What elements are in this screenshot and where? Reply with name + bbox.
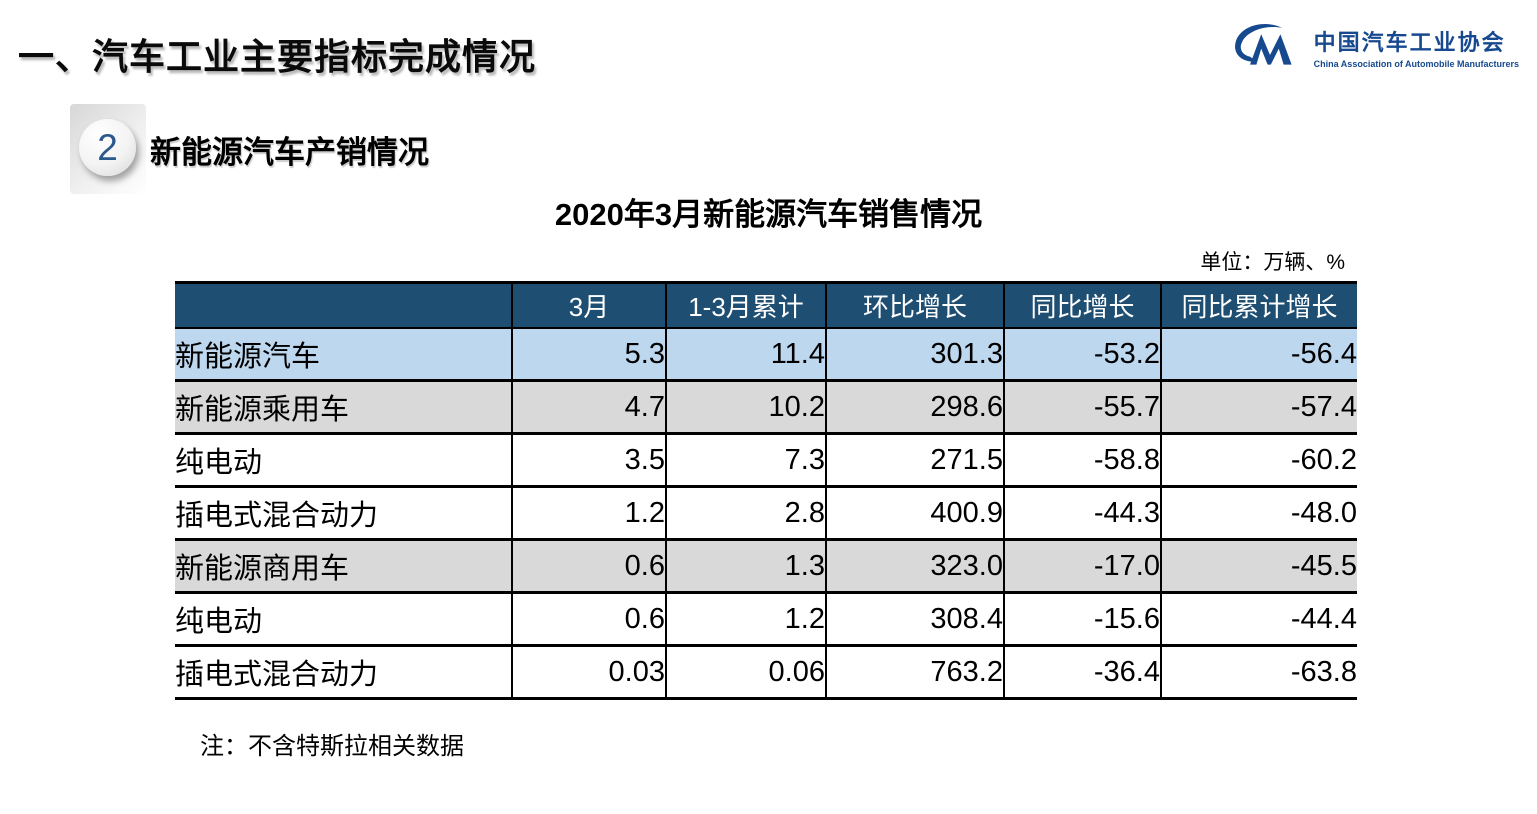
cell-value: 400.9 (825, 486, 1004, 540)
cell-value: -55.7 (1003, 380, 1161, 434)
sales-table-header: 3月 1-3月累计 环比增长 同比增长 同比累计增长 (175, 282, 1357, 328)
column-header-cumulative: 1-3月累计 (665, 282, 826, 328)
cell-value: 323.0 (825, 539, 1004, 593)
table-title: 2020年3月新能源汽车销售情况 (554, 197, 983, 232)
row-label: 新能源汽车 (175, 328, 512, 381)
column-header-yoy-growth: 同比增长 (1003, 282, 1161, 328)
section-title: 新能源汽车产销情况 (150, 135, 429, 170)
cell-value: -53.2 (1003, 328, 1161, 381)
row-label: 插电式混合动力 (175, 486, 512, 540)
cell-value: 1.2 (665, 592, 826, 646)
cell-value: -63.8 (1160, 645, 1357, 699)
cell-value: 298.6 (825, 380, 1004, 434)
cell-value: 0.03 (511, 645, 666, 699)
cell-value: 7.3 (665, 433, 826, 487)
cell-value: -44.3 (1003, 486, 1161, 540)
caam-logo-text: 中国汽车工业协会 China Association of Automobile… (1314, 25, 1519, 69)
cell-value: -44.4 (1160, 592, 1357, 646)
table-row: 新能源商用车 0.6 1.3 323.0 -17.0 -45.5 (175, 539, 1357, 593)
cell-value: 271.5 (825, 433, 1004, 487)
sales-table-body: 新能源汽车 5.3 11.4 301.3 -53.2 -56.4 新能源乘用车 4.7 10.2… (175, 328, 1357, 699)
cell-value: -45.5 (1160, 539, 1357, 593)
caam-logo: 中国汽车工业协会 China Association of Automobile… (1226, 20, 1519, 74)
header-row: 3月 1-3月累计 环比增长 同比增长 同比累计增长 (175, 282, 1357, 328)
row-label: 新能源商用车 (175, 539, 512, 593)
cell-value: 0.6 (511, 539, 666, 593)
cell-value: 0.6 (511, 592, 666, 646)
cell-value: -17.0 (1003, 539, 1161, 593)
column-header-yoy-cumulative-growth: 同比累计增长 (1160, 282, 1357, 328)
cell-value: -36.4 (1003, 645, 1161, 699)
cell-value: 5.3 (511, 328, 666, 381)
cell-value: 4.7 (511, 380, 666, 434)
table-row: 纯电动 0.6 1.2 308.4 -15.6 -44.4 (175, 592, 1357, 646)
unit-label: 单位：万辆、% (1200, 251, 1345, 274)
cell-value: 0.06 (665, 645, 826, 699)
row-label: 纯电动 (175, 433, 512, 487)
cell-value: -56.4 (1160, 328, 1357, 381)
cell-value: 1.3 (665, 539, 826, 593)
cell-value: -48.0 (1160, 486, 1357, 540)
cell-value: -58.8 (1003, 433, 1161, 487)
row-label: 新能源乘用车 (175, 380, 512, 434)
section-number: 2 (97, 126, 118, 168)
table-row: 纯电动 3.5 7.3 271.5 -58.8 -60.2 (175, 433, 1357, 487)
row-label: 插电式混合动力 (175, 645, 512, 699)
table-row: 新能源乘用车 4.7 10.2 298.6 -55.7 -57.4 (175, 380, 1357, 434)
table-row: 新能源汽车 5.3 11.4 301.3 -53.2 -56.4 (175, 328, 1357, 381)
row-label: 纯电动 (175, 592, 512, 646)
sales-table: 3月 1-3月累计 环比增长 同比增长 同比累计增长 新能源汽车 5.3 11.4 3… (175, 281, 1357, 700)
cell-value: 3.5 (511, 433, 666, 487)
caam-logo-icon (1234, 24, 1292, 65)
cell-value: -15.6 (1003, 592, 1161, 646)
table-row: 插电式混合动力 1.2 2.8 400.9 -44.3 -48.0 (175, 486, 1357, 540)
column-header-mom-growth: 环比增长 (825, 282, 1004, 328)
cell-value: 10.2 (665, 380, 826, 434)
column-header-march: 3月 (511, 282, 666, 328)
cell-value: 763.2 (825, 645, 1004, 699)
cell-value: 1.2 (511, 486, 666, 540)
cell-value: -60.2 (1160, 433, 1357, 487)
footnote: 注：不含特斯拉相关数据 (200, 733, 464, 760)
section-badge: 2 (79, 119, 136, 176)
column-header-label (175, 282, 512, 328)
caam-logo-name-en: China Association of Automobile Manufact… (1313, 59, 1519, 69)
cell-value: 308.4 (825, 592, 1004, 646)
caam-logo-name-cn: 中国汽车工业协会 (1313, 30, 1506, 55)
page-title: 一、汽车工业主要指标完成情况 (18, 36, 537, 77)
cell-value: -57.4 (1160, 380, 1357, 434)
cell-value: 2.8 (665, 486, 826, 540)
table-row: 插电式混合动力 0.03 0.06 763.2 -36.4 -63.8 (175, 645, 1357, 699)
cell-value: 11.4 (665, 328, 826, 381)
cell-value: 301.3 (825, 328, 1004, 381)
